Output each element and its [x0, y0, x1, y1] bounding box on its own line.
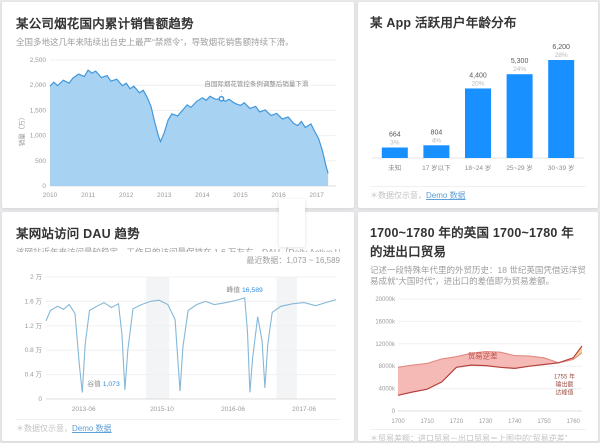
trade-subtitle: 记述一段特殊年代里的外贸历史：18 世纪英国凭借远洋贸易成就“大国时代”，进出口…	[370, 265, 586, 287]
svg-text:8000k: 8000k	[379, 364, 396, 370]
svg-text:500: 500	[35, 158, 46, 165]
svg-text:1760: 1760	[567, 419, 581, 425]
svg-text:804: 804	[431, 129, 443, 136]
svg-text:0: 0	[392, 409, 396, 415]
svg-text:5,300: 5,300	[511, 58, 529, 65]
svg-text:2016: 2016	[271, 192, 286, 199]
svg-text:4000k: 4000k	[379, 387, 396, 393]
trade-title: 1700~1780 年的英国 1700~1780 年的进出口贸易	[370, 226, 574, 259]
svg-text:3%: 3%	[390, 140, 400, 147]
svg-text:1730: 1730	[479, 419, 493, 425]
svg-text:2016-06: 2016-06	[221, 406, 245, 413]
svg-text:4,400: 4,400	[469, 72, 487, 79]
svg-text:1,000: 1,000	[30, 133, 47, 140]
svg-text:输出额: 输出额	[555, 380, 573, 388]
card-dau: 某网站访问 DAU 趋势 该网站近年来访问量较稳定，工作日的访问量保持在 1.6…	[2, 212, 354, 441]
svg-text:30~39 岁: 30~39 岁	[548, 163, 575, 172]
svg-text:未知: 未知	[388, 163, 401, 172]
dau-footer-text: ＊数据仅示意，	[16, 424, 72, 433]
age-footer: ＊数据仅示意，Demo 数据	[370, 186, 586, 202]
svg-text:1,500: 1,500	[30, 107, 47, 114]
svg-text:2017: 2017	[309, 192, 324, 199]
dau-line-chart[interactable]: 0 0.4 万 0.8 万 1.2 万 1.6 万 2 万 2013-06 2015-10 20…	[16, 267, 340, 419]
svg-text:18~24 岁: 18~24 岁	[465, 163, 492, 172]
svg-text:贸易逆差: 贸易逆差	[468, 350, 498, 360]
svg-text:4%: 4%	[432, 137, 442, 144]
svg-text:12000k: 12000k	[375, 342, 396, 348]
svg-text:0: 0	[42, 183, 46, 190]
svg-text:2013-06: 2013-06	[72, 406, 96, 413]
age-footer-text: ＊数据仅示意，	[370, 191, 426, 200]
dau-title: 某网站访问 DAU 趋势	[16, 227, 140, 241]
dau-footer: ＊数据仅示意，Demo 数据	[16, 419, 340, 435]
svg-text:2015: 2015	[233, 192, 248, 199]
trade-footer-text: ＊贸易差额：进口贸易－出口贸易＝上图中的“贸易逆差”	[370, 433, 568, 441]
sales-area-chart[interactable]: 0 500 1,000 1,500 2,000 2,500 2010 2011 2012 2013…	[16, 50, 340, 202]
svg-text:2 万: 2 万	[30, 273, 42, 281]
svg-text:20000k: 20000k	[375, 297, 396, 303]
svg-text:销量（万）: 销量（万）	[17, 114, 26, 147]
svg-text:2011: 2011	[81, 192, 95, 199]
svg-text:0: 0	[38, 396, 42, 403]
svg-text:1710: 1710	[421, 419, 435, 425]
svg-text:1720: 1720	[450, 419, 464, 425]
svg-text:2012: 2012	[119, 192, 134, 199]
svg-text:2015-10: 2015-10	[150, 406, 174, 413]
svg-text:峰值 16,589: 峰值 16,589	[227, 285, 263, 294]
svg-text:664: 664	[389, 132, 401, 139]
card-age: 某 App 活跃用户年龄分布 664 3% 未知 804 4% 17 岁以下 4,400 20…	[358, 2, 598, 208]
svg-text:1.6 万: 1.6 万	[25, 297, 43, 305]
svg-text:自国际烟花管控条例调整后销量下滑: 自国际烟花管控条例调整后销量下滑	[204, 79, 309, 88]
svg-text:17 岁以下: 17 岁以下	[422, 163, 451, 172]
svg-text:0.8 万: 0.8 万	[25, 346, 43, 354]
svg-text:16000k: 16000k	[375, 319, 396, 325]
svg-text:1.2 万: 1.2 万	[25, 322, 43, 330]
svg-text:2013: 2013	[157, 192, 172, 199]
svg-text:1740: 1740	[508, 419, 522, 425]
card-sales: 某公司烟花国内累计销售额趋势 全国多地这几年来陆续出台史上最严“禁燃令”，导致烟…	[2, 2, 354, 208]
svg-text:1700: 1700	[391, 419, 405, 425]
floating-tooltip	[279, 199, 305, 247]
age-title: 某 App 活跃用户年龄分布	[370, 16, 517, 30]
sales-title: 某公司烟花国内累计销售额趋势	[16, 17, 194, 31]
svg-text:20%: 20%	[471, 80, 484, 87]
svg-text:1755 年: 1755 年	[554, 372, 575, 380]
svg-text:谷值 1,073: 谷值 1,073	[87, 379, 120, 388]
svg-text:2010: 2010	[43, 192, 58, 199]
dau-range-note: 最近数据：1,073 ~ 16,589	[246, 256, 340, 265]
card-trade: 1700~1780 年的英国 1700~1780 年的进出口贸易 记述一段特殊年…	[358, 212, 598, 441]
trade-footer: ＊贸易差额：进口贸易－出口贸易＝上图中的“贸易逆差”	[370, 428, 586, 441]
svg-text:2017-06: 2017-06	[292, 406, 316, 413]
sales-subtitle: 全国多地这几年来陆续出台史上最严“禁燃令”，导致烟花销售额持续下滑。	[16, 37, 294, 47]
svg-text:2,000: 2,000	[30, 82, 47, 89]
svg-text:24%: 24%	[513, 66, 526, 73]
dau-subtitle: 该网站近年来访问量较稳定，工作日的访问量保持在 1.6 万左右。DAU（Dail…	[16, 247, 340, 252]
svg-text:2014: 2014	[195, 192, 210, 199]
svg-text:28%: 28%	[555, 52, 568, 59]
svg-text:1750: 1750	[537, 419, 551, 425]
svg-text:2,500: 2,500	[30, 57, 47, 64]
svg-text:0.4 万: 0.4 万	[25, 371, 43, 379]
trade-band-chart[interactable]: 0 4000k 8000k 12000k 16000k 20000k 1700 1710 172…	[370, 291, 586, 429]
svg-text:25~29 岁: 25~29 岁	[506, 163, 533, 172]
svg-text:6,200: 6,200	[552, 44, 570, 51]
svg-text:达峰值: 达峰值	[555, 388, 573, 396]
dau-footer-link[interactable]: Demo 数据	[72, 424, 112, 433]
age-footer-link[interactable]: Demo 数据	[426, 191, 466, 200]
